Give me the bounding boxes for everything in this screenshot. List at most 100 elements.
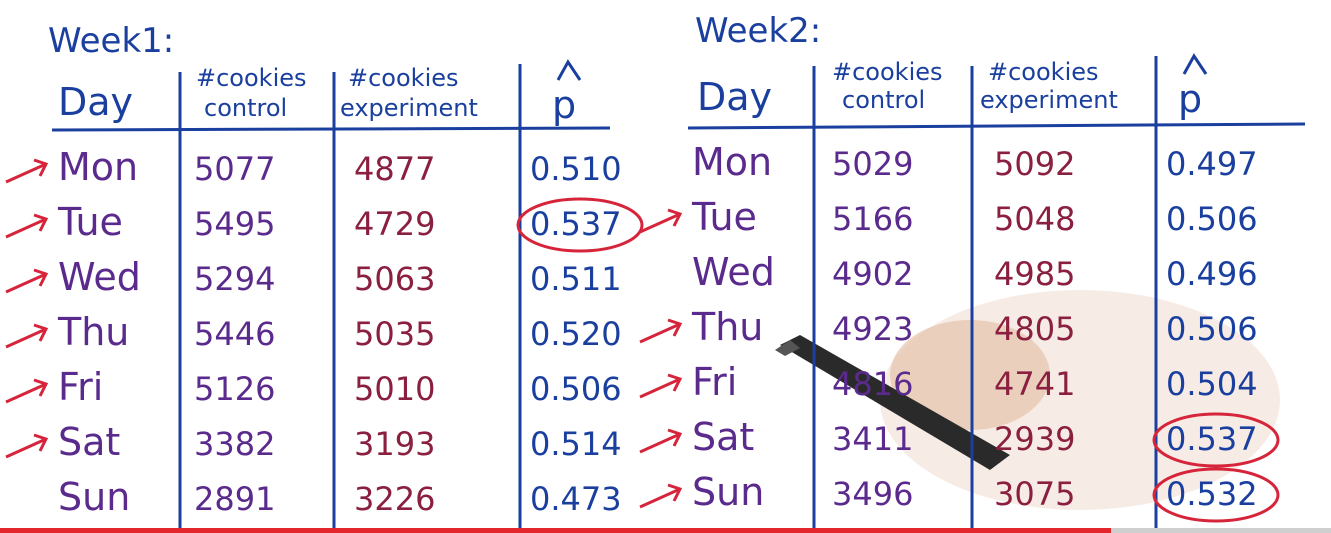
p-hat-value: 0.520 xyxy=(530,315,622,353)
week2-rows: Mon 5029 5092 0.497 Tue 5166 5048 0.506 Wed 4902 4… xyxy=(639,140,1280,523)
week2-row-fri: Fri 4816 4741 0.504 xyxy=(639,360,1258,404)
day-label: Mon xyxy=(692,140,772,184)
experiment-count: 4805 xyxy=(994,310,1075,348)
day-label: Sun xyxy=(58,475,130,519)
week1-row-wed: Wed 5294 5063 0.511 xyxy=(5,255,622,299)
week2-header-rule xyxy=(687,122,1306,130)
p-hat-value: 0.532 xyxy=(1166,475,1258,513)
control-count: 5077 xyxy=(194,150,275,188)
arrow-mark-icon xyxy=(639,428,683,454)
week1-title: Week1: xyxy=(48,21,174,61)
week1-row-sun: Sun 2891 3226 0.473 xyxy=(58,475,622,519)
video-progress-fill xyxy=(0,528,1112,533)
week2-header-experiment-line1: #cookies xyxy=(988,58,1099,86)
experiment-count: 5048 xyxy=(994,200,1075,238)
week2-row-mon: Mon 5029 5092 0.497 xyxy=(692,140,1258,184)
p-hat-value: 0.511 xyxy=(530,260,622,298)
week1-header-control-line2: control xyxy=(204,94,287,122)
control-count: 5294 xyxy=(194,260,275,298)
week2-row-thu: Thu 4923 4805 0.506 xyxy=(639,305,1258,349)
day-label: Sat xyxy=(692,415,754,459)
arrow-mark-icon xyxy=(5,323,49,349)
control-count: 5126 xyxy=(194,370,275,408)
week2-header-experiment-line2: experiment xyxy=(980,86,1118,114)
experiment-count: 3226 xyxy=(354,480,435,518)
arrow-mark-icon xyxy=(639,483,683,509)
p-hat-value: 0.506 xyxy=(530,370,622,408)
circle-highlight-icon xyxy=(1152,467,1280,523)
experiment-count: 5063 xyxy=(354,260,435,298)
day-label: Mon xyxy=(58,145,138,189)
week1-row-sat: Sat 3382 3193 0.514 xyxy=(5,420,622,464)
p-hat-value: 0.506 xyxy=(1166,200,1258,238)
week1-header-day: Day xyxy=(58,80,133,124)
control-count: 5495 xyxy=(194,205,275,243)
circle-highlight-icon xyxy=(516,197,644,253)
control-count: 5029 xyxy=(832,145,913,183)
pen-hand-illustration xyxy=(775,290,1280,510)
experiment-count: 4741 xyxy=(994,365,1075,403)
p-hat-value: 0.506 xyxy=(1166,310,1258,348)
week2-header-control-line1: #cookies xyxy=(832,58,943,86)
p-hat-value: 0.510 xyxy=(530,150,622,188)
p-hat-value: 0.514 xyxy=(530,425,622,463)
p-hat-value: 0.504 xyxy=(1166,365,1258,403)
week1-row-fri: Fri 5126 5010 0.506 xyxy=(5,365,622,409)
p-hat-value: 0.496 xyxy=(1166,255,1258,293)
day-label: Wed xyxy=(58,255,141,299)
week1-row-thu: Thu 5446 5035 0.520 xyxy=(5,310,622,354)
week2-row-wed: Wed 4902 4985 0.496 xyxy=(692,250,1258,294)
week2-row-sun: Sun 3496 3075 0.532 xyxy=(639,467,1280,523)
week2-header-control-line2: control xyxy=(842,86,925,114)
p-hat-value: 0.473 xyxy=(530,480,622,518)
p-hat-value: 0.537 xyxy=(1166,420,1258,458)
week2-row-tue: Tue 5166 5048 0.506 xyxy=(639,195,1258,239)
day-label: Sat xyxy=(58,420,120,464)
control-count: 2891 xyxy=(194,480,275,518)
arrow-mark-icon xyxy=(639,373,683,399)
day-label: Wed xyxy=(692,250,775,294)
week1-table: Week1: Day #cookies control #cookies exp… xyxy=(5,21,644,528)
experiment-count: 2939 xyxy=(994,420,1075,458)
week1-header-control-line1: #cookies xyxy=(196,64,307,92)
arrow-mark-icon xyxy=(639,318,683,344)
week2-header-phat: p xyxy=(1178,77,1202,121)
day-label: Thu xyxy=(57,310,129,354)
arrow-mark-icon xyxy=(5,268,49,294)
week1-header-rule xyxy=(51,126,611,132)
experiment-count: 3193 xyxy=(354,425,435,463)
week1-rows: Mon 5077 4877 0.510 Tue 5495 4729 0.537 Wed 5294 5… xyxy=(5,145,644,519)
experiment-count: 5010 xyxy=(354,370,435,408)
week1-row-mon: Mon 5077 4877 0.510 xyxy=(5,145,622,189)
day-label: Tue xyxy=(691,195,757,239)
p-hat-value: 0.497 xyxy=(1166,145,1258,183)
experiment-count: 3075 xyxy=(994,475,1075,513)
arrow-mark-icon xyxy=(5,378,49,404)
day-label: Sun xyxy=(692,470,764,514)
week2-title: Week2: xyxy=(695,11,821,51)
week2-row-sat: Sat 3411 2939 0.537 xyxy=(639,412,1280,468)
experiment-count: 4985 xyxy=(994,255,1075,293)
day-label: Fri xyxy=(58,365,103,409)
control-count: 4923 xyxy=(832,310,913,348)
week1-header-phat: p xyxy=(552,83,576,127)
control-count: 3382 xyxy=(194,425,275,463)
video-progress-bar[interactable] xyxy=(0,528,1331,533)
week1-header-experiment-line2: experiment xyxy=(340,94,478,122)
arrow-mark-icon xyxy=(5,158,49,184)
control-count: 5166 xyxy=(832,200,913,238)
day-label: Thu xyxy=(691,305,763,349)
p-hat-value: 0.537 xyxy=(530,205,622,243)
experiment-count: 5092 xyxy=(994,145,1075,183)
experiment-count: 4877 xyxy=(354,150,435,188)
week1-phat-hat xyxy=(556,59,582,81)
week2-table: Week2: Day #cookies control #cookies exp… xyxy=(639,11,1306,528)
day-label: Tue xyxy=(57,200,123,244)
week1-header-experiment-line1: #cookies xyxy=(348,64,459,92)
arrow-mark-icon xyxy=(5,433,49,459)
control-count: 3496 xyxy=(832,475,913,513)
arrow-mark-icon xyxy=(639,208,683,234)
week2-header-day: Day xyxy=(697,75,772,119)
experiment-count: 4729 xyxy=(354,205,435,243)
